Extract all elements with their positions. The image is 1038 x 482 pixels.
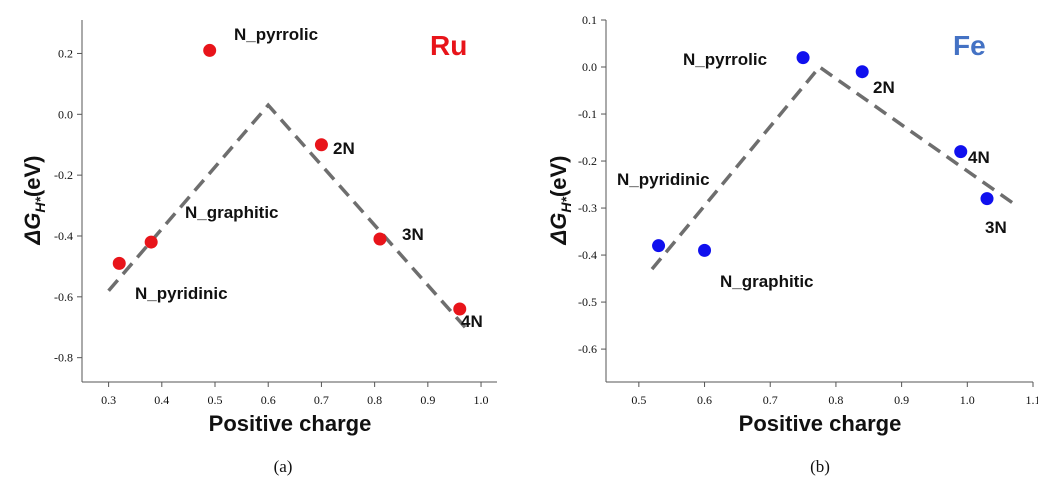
panel-b-y-ticks: 0.1 0.0 -0.1 -0.2 -0.3 -0.4 -0.5 -0.6: [578, 13, 606, 356]
label-b-4n: 4N: [968, 148, 990, 167]
label-a-n-pyridinic: N_pyridinic: [135, 284, 228, 303]
y-tick-label: -0.4: [578, 248, 597, 262]
y-tick-label: -0.4: [54, 229, 73, 243]
x-tick-label: 0.6: [261, 393, 276, 407]
panel-b-y-axis-title: ΔGH*(eV): [546, 155, 574, 245]
y-tick-label: -0.2: [54, 168, 73, 182]
panel-a-trend-line: [107, 102, 467, 329]
label-b-2n: 2N: [873, 78, 895, 97]
panel-b-trend-line: [650, 64, 1015, 271]
point-b-n-pyrrolic: [796, 51, 810, 65]
panel-b-y-axis-subscript: H*: [558, 197, 574, 213]
y-tick-label: -0.6: [578, 342, 597, 356]
point-a-4n: [453, 302, 467, 316]
label-a-n-graphitic: N_graphitic: [185, 203, 279, 222]
panel-a-y-axis-subscript: H*: [32, 197, 48, 213]
y-tick-label: -0.6: [54, 290, 73, 304]
panel-a-x-axis-title: Positive charge: [209, 411, 372, 436]
label-a-3n: 3N: [402, 225, 424, 244]
y-tick-label: -0.5: [578, 295, 597, 309]
point-b-2n: [855, 65, 869, 79]
x-tick-label: 0.3: [101, 393, 116, 407]
point-b-n-pyridinic: [652, 239, 666, 253]
y-tick-label: -0.1: [578, 107, 597, 121]
panel-b-caption: (b): [810, 457, 830, 476]
panel-a-point-labels: N_pyrrolic 2N N_graphitic 3N N_pyridinic…: [135, 25, 483, 331]
label-b-n-pyridinic: N_pyridinic: [617, 170, 710, 189]
panel-b-points: [652, 51, 994, 257]
y-tick-label: -0.2: [578, 154, 597, 168]
point-a-n-graphitic: [144, 235, 158, 249]
panel-b-metal-label: Fe: [953, 30, 986, 61]
y-tick-label: -0.8: [54, 351, 73, 365]
point-a-n-pyrrolic: [203, 43, 217, 57]
panel-b-y-axis-unit: (eV): [546, 155, 571, 197]
x-tick-label: 0.6: [697, 393, 712, 407]
point-b-3n: [980, 192, 994, 206]
point-a-3n: [373, 232, 387, 246]
point-b-n-graphitic: [698, 243, 712, 257]
y-tick-label: 0.0: [58, 107, 73, 121]
panel-a-caption: (a): [274, 457, 293, 476]
panel-b-fe: 0.1 0.0 -0.1 -0.2 -0.3 -0.4 -0.5 -0.6 0.5 0.6 0.7…: [546, 13, 1038, 476]
x-tick-label: 1.0: [474, 393, 489, 407]
x-tick-label: 0.5: [208, 393, 223, 407]
x-tick-label: 0.8: [828, 393, 843, 407]
y-tick-label: -0.3: [578, 201, 597, 215]
y-tick-label: 0.2: [58, 46, 73, 60]
x-tick-label: 0.7: [763, 393, 778, 407]
y-tick-label: 0.1: [582, 13, 597, 27]
label-a-n-pyrrolic: N_pyrrolic: [234, 25, 318, 44]
panel-a-y-axis-unit: (eV): [20, 155, 45, 197]
panel-a-ru: 0.20.0-0.2-0.4-0.6-0.8 0.3 0.4 0.5 0.6 0.7 0.…: [20, 20, 497, 476]
x-tick-label: 0.8: [367, 393, 382, 407]
x-tick-label: 1.0: [960, 393, 975, 407]
panel-a-y-ticks: 0.2 0.0 -0.2 -0.4 -0.6 -0.8: [54, 46, 82, 365]
panel-a-y-axis-symbol: ΔG: [20, 213, 45, 246]
label-b-n-pyrrolic: N_pyrrolic: [683, 50, 767, 69]
panel-b-x-axis-title: Positive charge: [739, 411, 902, 436]
panel-a-points: [112, 43, 467, 316]
x-tick-label: 1.1: [1026, 393, 1038, 407]
panel-b-x-ticks: 0.5 0.6 0.7 0.8 0.9 1.0 1.1: [631, 382, 1038, 407]
x-tick-label: 0.4: [154, 393, 169, 407]
x-tick-label: 0.9: [894, 393, 909, 407]
panel-b-point-labels: N_pyrrolic 2N 4N N_pyridinic 3N N_graphi…: [617, 50, 1007, 291]
label-b-n-graphitic: N_graphitic: [720, 272, 814, 291]
x-tick-label: 0.7: [314, 393, 329, 407]
point-b-4n: [954, 145, 968, 159]
label-a-4n: 4N: [461, 312, 483, 331]
y-tick-label: 0.0: [582, 60, 597, 74]
label-b-3n: 3N: [985, 218, 1007, 237]
label-a-2n: 2N: [333, 139, 355, 158]
x-tick-label: 0.5: [631, 393, 646, 407]
panel-a-metal-label: Ru: [430, 30, 467, 61]
panel-a-y-axis-title: ΔGH*(eV): [20, 155, 48, 245]
point-a-2n: [314, 138, 328, 152]
panel-a-x-ticks: 0.3 0.4 0.5 0.6 0.7 0.8 0.9 1.0: [101, 382, 489, 407]
panel-b-y-axis-symbol: ΔG: [546, 213, 571, 246]
point-a-n-pyridinic: [112, 256, 126, 270]
x-tick-label: 0.9: [420, 393, 435, 407]
